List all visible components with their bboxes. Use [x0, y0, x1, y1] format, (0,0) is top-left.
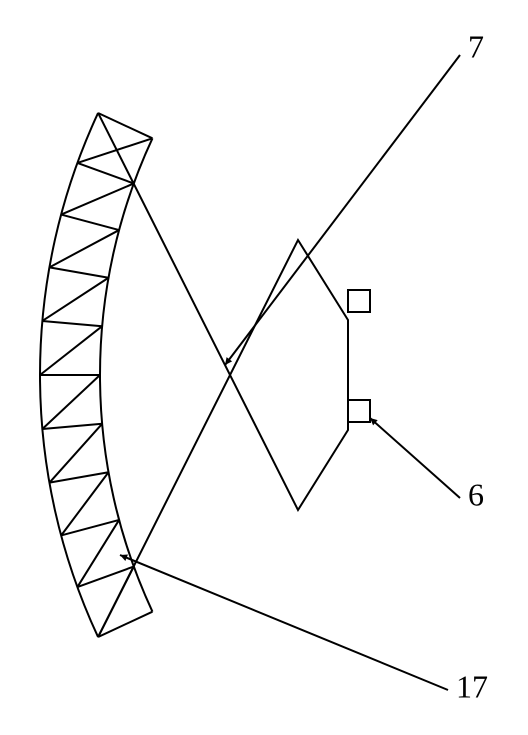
- inner-arc: [100, 138, 152, 611]
- tooth-edge: [98, 612, 152, 637]
- tooth-edge: [61, 472, 108, 535]
- leader-7: [225, 55, 460, 365]
- sector-body: [98, 113, 348, 637]
- label-6: 6: [468, 476, 484, 512]
- leader-6: [370, 418, 460, 498]
- tooth-edge: [49, 230, 119, 267]
- tooth-edge: [40, 326, 102, 375]
- tooth-edge: [42, 424, 102, 429]
- tooth-edge: [77, 138, 152, 163]
- figure: 7 6 17: [0, 0, 528, 735]
- tooth-edge: [42, 278, 108, 321]
- label-7: 7: [468, 28, 484, 64]
- leader-17: [120, 555, 448, 690]
- hinge-pin: [348, 290, 370, 312]
- tooth-edge: [42, 375, 100, 429]
- tooth-edge: [61, 215, 119, 231]
- tooth-edge: [42, 321, 102, 326]
- hinge-pin: [348, 400, 370, 422]
- tooth-edge: [49, 267, 108, 277]
- teeth-band: [40, 113, 152, 637]
- tooth-edge: [98, 113, 152, 138]
- tooth-edge: [61, 183, 134, 214]
- label-17: 17: [456, 668, 488, 704]
